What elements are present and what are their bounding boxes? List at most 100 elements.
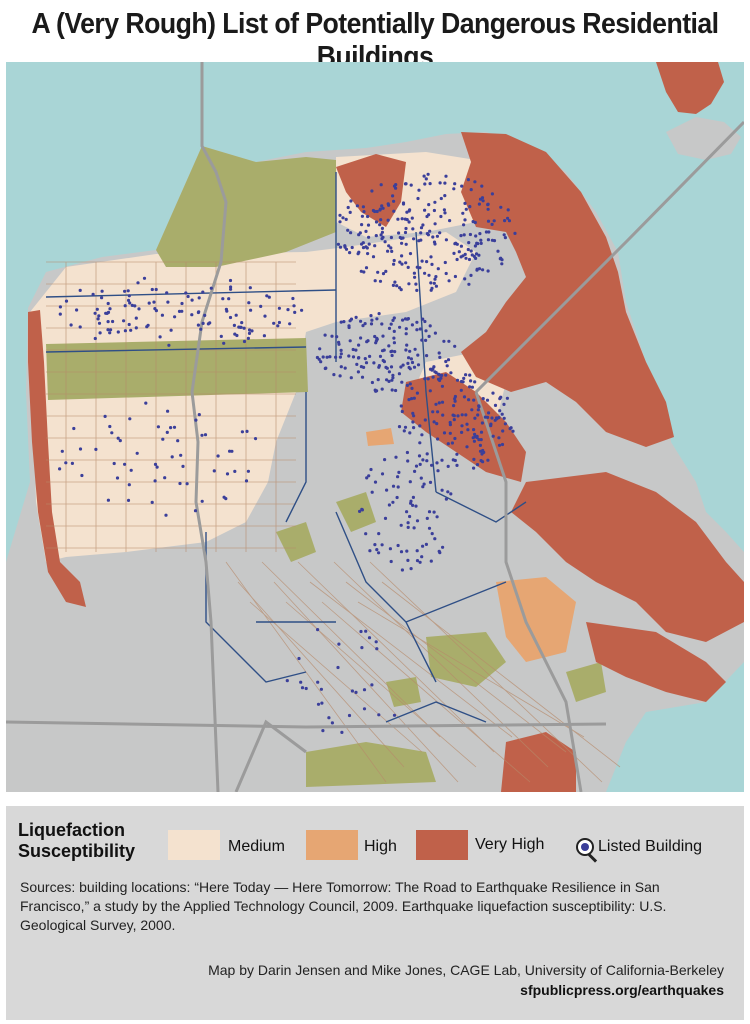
listed-building-dot: [405, 510, 409, 514]
listed-building-dot: [462, 376, 466, 380]
listed-building-dot: [423, 182, 427, 186]
listed-building-dot: [427, 273, 431, 277]
listed-building-dot: [403, 230, 408, 235]
listed-building-dot: [388, 547, 392, 551]
listed-building-dot: [460, 424, 464, 428]
listed-building-dot: [359, 629, 363, 634]
listed-building-dot: [408, 514, 412, 519]
listed-building-dot: [360, 646, 364, 650]
listed-building-dot: [337, 342, 341, 346]
listed-building-dot: [478, 232, 482, 236]
listed-building-dot: [392, 262, 396, 266]
listed-building-dot: [427, 203, 431, 207]
listed-building-dot: [228, 315, 233, 320]
listed-building-dot: [370, 683, 374, 687]
listed-building-dot: [373, 543, 377, 547]
listed-building-dot: [462, 223, 466, 227]
listed-building-dot: [387, 503, 391, 507]
listed-building-dot: [172, 425, 177, 429]
listed-building-dot: [363, 357, 367, 361]
listed-building-dot: [459, 255, 463, 259]
listed-building-dot: [362, 270, 366, 274]
listed-building-dot: [436, 377, 441, 381]
listed-building-dot: [375, 209, 379, 214]
listed-building-dot: [362, 707, 367, 711]
listed-building-dot: [344, 247, 349, 251]
listed-building-dot: [338, 374, 342, 378]
listed-building-dot: [423, 377, 427, 381]
listed-building-dot: [123, 289, 127, 293]
listed-building-dot: [123, 462, 127, 466]
listed-building-dot: [492, 219, 496, 223]
listed-building-dot: [108, 424, 112, 429]
listed-building-dot: [225, 472, 230, 476]
listed-building-dot: [386, 202, 390, 206]
listed-building-dot: [391, 500, 395, 504]
listed-building-dot: [431, 235, 435, 239]
listed-building-dot: [411, 503, 415, 507]
listed-building-dot: [432, 240, 437, 244]
listed-building-dot: [418, 327, 422, 331]
listed-building-dot: [106, 328, 110, 332]
listed-building-dot: [370, 380, 374, 385]
listed-building-dot: [78, 288, 82, 292]
listed-building-dot: [444, 174, 448, 178]
listed-building-dot: [130, 303, 134, 307]
listed-building-dot: [323, 333, 327, 337]
listed-building-dot: [459, 234, 463, 238]
listed-building-dot: [477, 438, 481, 442]
listed-building-dot: [385, 378, 389, 382]
listed-building-dot: [390, 388, 394, 392]
listed-building-dot: [240, 321, 244, 325]
sf-map[interactable]: [6, 62, 744, 792]
listed-building-dot: [229, 287, 233, 291]
listed-building-dot: [293, 310, 297, 314]
listed-building-dot: [320, 701, 324, 705]
listed-building-dot: [491, 391, 495, 395]
listed-building-dot: [452, 251, 456, 255]
listed-building-dot: [445, 364, 449, 368]
listed-building-dot: [144, 401, 148, 405]
listed-building-dot: [420, 433, 424, 437]
listed-building-dot: [412, 237, 416, 241]
listed-building-dot: [338, 220, 342, 224]
source-url-link[interactable]: sfpublicpress.org/earthquakes: [520, 982, 724, 998]
listed-building-dot: [343, 366, 347, 370]
listed-building-dot: [490, 238, 494, 242]
listed-building-dot: [380, 230, 384, 234]
listed-building-dot: [408, 431, 412, 435]
listed-building-dot: [489, 424, 493, 428]
listed-building-dot: [163, 476, 167, 480]
listed-building-dot: [480, 452, 484, 456]
listed-building-dot: [389, 559, 393, 564]
listed-building-dot: [348, 210, 352, 214]
listed-building-dot: [137, 307, 141, 311]
listed-building-dot: [371, 255, 376, 259]
listed-building-dot: [161, 437, 165, 441]
listed-building-dot: [133, 304, 137, 308]
listed-building-dot: [418, 462, 422, 466]
legend-heading: Liquefaction Susceptibility: [18, 820, 135, 862]
listed-building-dot: [106, 498, 110, 502]
listed-building-dot: [392, 329, 396, 333]
listed-building-dot: [435, 422, 439, 426]
map-title: A (Very Rough) List of Potentially Dange…: [31, 8, 719, 73]
listed-building-dot: [392, 199, 396, 203]
legend-label-high: High: [364, 838, 397, 855]
listed-building-dot: [58, 312, 62, 316]
treasure-island: [666, 117, 741, 160]
listed-building-dot: [272, 321, 276, 325]
map-area[interactable]: [6, 62, 744, 792]
listed-building-dot: [248, 286, 252, 290]
listed-building-dot: [181, 464, 185, 468]
listed-building-dot: [177, 309, 182, 313]
listed-building-dot: [380, 226, 384, 230]
listed-building-dot: [338, 213, 342, 217]
listed-building-dot: [392, 341, 396, 345]
listed-building-dot: [242, 326, 246, 330]
listed-building-dot: [470, 385, 474, 389]
listed-building-dot: [411, 227, 415, 231]
listed-building-dot: [453, 274, 457, 279]
listed-building-dot: [402, 429, 406, 433]
listed-building-dot: [411, 420, 415, 424]
